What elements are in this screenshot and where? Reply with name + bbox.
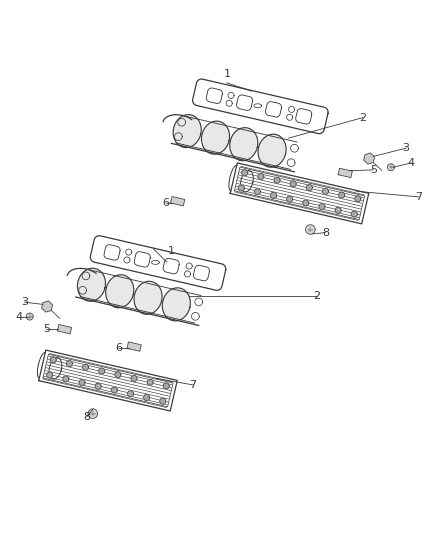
Polygon shape	[127, 342, 141, 351]
Text: 3: 3	[21, 297, 28, 307]
Text: 3: 3	[403, 143, 410, 153]
Polygon shape	[364, 153, 374, 164]
Polygon shape	[63, 376, 69, 382]
Polygon shape	[26, 313, 33, 320]
Text: 4: 4	[15, 312, 22, 321]
Polygon shape	[338, 168, 352, 177]
Polygon shape	[83, 364, 88, 370]
Polygon shape	[306, 225, 315, 235]
Polygon shape	[144, 394, 150, 400]
Text: 2: 2	[313, 291, 321, 301]
Polygon shape	[88, 409, 98, 418]
Text: 7: 7	[415, 192, 422, 202]
Text: 2: 2	[359, 112, 366, 123]
Text: 5: 5	[43, 324, 50, 334]
Text: 4: 4	[408, 158, 415, 168]
Text: 8: 8	[322, 228, 329, 238]
Polygon shape	[131, 375, 137, 382]
Text: 6: 6	[115, 343, 122, 353]
Polygon shape	[254, 189, 261, 195]
Text: 5: 5	[370, 165, 377, 175]
Polygon shape	[335, 207, 341, 213]
Polygon shape	[388, 164, 394, 171]
Text: 8: 8	[84, 411, 91, 422]
Polygon shape	[274, 177, 280, 183]
Polygon shape	[322, 188, 328, 195]
Polygon shape	[115, 372, 121, 378]
Polygon shape	[170, 197, 185, 206]
Polygon shape	[99, 368, 105, 374]
Polygon shape	[173, 115, 201, 148]
Polygon shape	[201, 121, 230, 154]
Polygon shape	[303, 200, 309, 206]
Polygon shape	[57, 325, 71, 334]
Text: 1: 1	[168, 246, 175, 256]
Polygon shape	[47, 372, 53, 378]
Polygon shape	[258, 134, 286, 167]
Text: 1: 1	[223, 69, 230, 79]
Polygon shape	[78, 268, 106, 301]
Polygon shape	[319, 204, 325, 209]
Polygon shape	[127, 391, 134, 397]
Polygon shape	[242, 169, 248, 176]
Polygon shape	[106, 274, 134, 308]
Polygon shape	[351, 211, 357, 217]
Polygon shape	[271, 192, 276, 198]
Text: 7: 7	[189, 380, 197, 390]
Polygon shape	[355, 196, 361, 202]
Polygon shape	[134, 281, 162, 314]
Polygon shape	[258, 173, 264, 180]
Polygon shape	[307, 184, 312, 191]
Polygon shape	[95, 383, 101, 389]
Polygon shape	[287, 196, 293, 202]
Polygon shape	[79, 379, 85, 385]
Polygon shape	[162, 288, 191, 321]
Polygon shape	[42, 301, 53, 312]
Polygon shape	[163, 383, 170, 389]
Polygon shape	[160, 398, 166, 404]
Polygon shape	[50, 357, 57, 363]
Polygon shape	[238, 185, 244, 191]
Polygon shape	[230, 127, 258, 160]
Polygon shape	[290, 181, 296, 187]
Polygon shape	[147, 379, 153, 385]
Polygon shape	[111, 387, 117, 393]
Polygon shape	[67, 360, 72, 367]
Polygon shape	[339, 192, 345, 198]
Text: 6: 6	[162, 198, 170, 208]
